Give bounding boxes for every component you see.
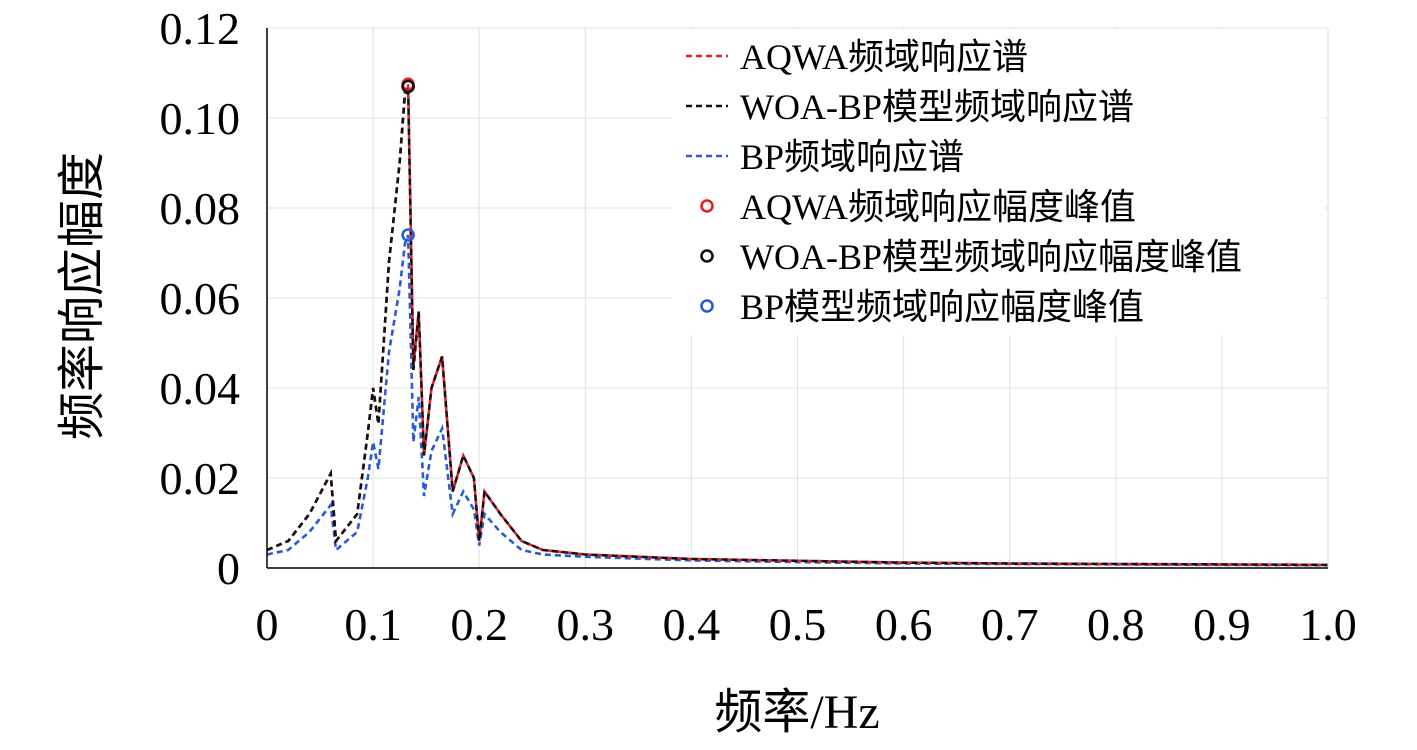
y-axis-title: 频率响应幅度 [56,152,109,440]
x-tick-label: 0.2 [450,599,508,650]
peak-marker-1 [401,79,415,94]
series-line-0 [266,83,1329,567]
legend: AQWA频域响应谱 WOA-BP模型频域响应谱 BP频域响应谱 AQWA频域响应幅度峰… [672,30,1324,335]
x-tick-label: 0.7 [981,599,1039,650]
y-tick-label: 0.02 [160,453,241,504]
legend-box [672,30,1324,335]
x-tick-label: 0.9 [1193,599,1251,650]
legend-entry-label: AQWA频域响应谱 [740,37,1028,77]
y-tick-labels: 0 0.02 0.04 0.06 0.08 0.10 0.12 [160,3,241,594]
x-tick-label: 0.5 [769,599,827,650]
legend-entry-label: WOA-BP模型频域响应幅度峰值 [740,237,1242,277]
legend-entry-label: WOA-BP模型频域响应谱 [740,87,1134,127]
legend-marker-swatch [700,249,714,263]
plot-area [266,77,1329,567]
y-tick-label: 0.06 [160,273,241,324]
x-axis-title: 频率/Hz [714,686,879,739]
x-tick-label: 0 [256,599,279,650]
y-tick-label: 0.10 [160,93,241,144]
y-tick-label: 0.04 [160,363,241,414]
legend-entry-label: BP频域响应谱 [740,137,964,177]
legend-marker-swatch [700,199,714,213]
y-tick-label: 0.12 [160,3,241,54]
x-tick-label: 0.3 [557,599,615,650]
series-line-2 [266,234,1329,567]
y-tick-label: 0.08 [160,183,241,234]
x-tick-labels: 0 0.1 0.2 0.3 0.4 0.5 0.6 0.7 0.8 0.9 1.0 [256,599,1357,650]
series-line-1 [266,86,1329,567]
x-tick-label: 1.0 [1299,599,1357,650]
peak-marker-2 [401,228,415,242]
legend-entry-label: BP模型频域响应幅度峰值 [740,287,1144,327]
legend-entry-label: AQWA频域响应幅度峰值 [740,187,1136,227]
series-layer [266,83,1329,567]
x-tick-label: 0.1 [344,599,402,650]
y-tick-label: 0 [217,543,240,594]
x-tick-label: 0.8 [1087,599,1145,650]
legend-marker-swatch [700,299,714,313]
x-tick-label: 0.6 [875,599,933,650]
axes [266,27,1329,569]
peak-layer [401,77,415,242]
x-tick-label: 0.4 [663,599,721,650]
